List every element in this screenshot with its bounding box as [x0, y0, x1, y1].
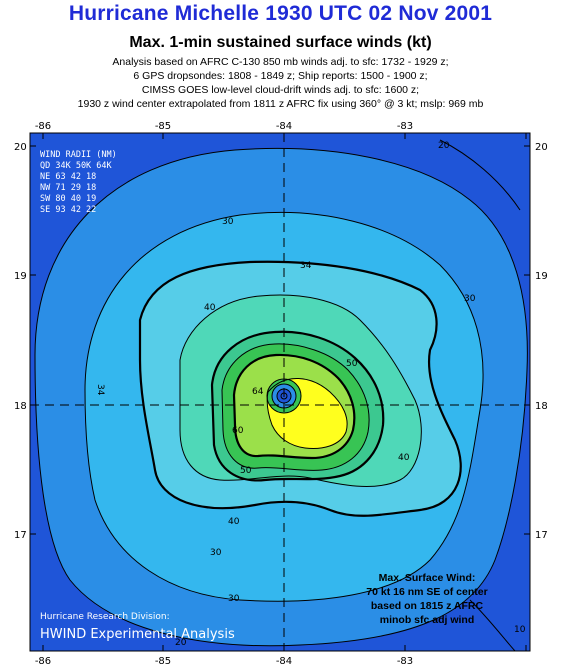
contour-label: 40 [228, 517, 240, 527]
map-subtitle: Max. 1-min sustained surface winds (kt) [129, 34, 432, 51]
lon-tick-label: -86 [35, 656, 51, 667]
graticule [30, 133, 530, 651]
lon-tick-label: -86 [35, 121, 51, 132]
contour-30 [84, 212, 484, 602]
contour-label: 20 [438, 141, 450, 151]
wind-radii-table: WIND RADII (NM) QD 34K 50K 64K NE 63 42 … [40, 150, 117, 215]
contour-64 [232, 353, 356, 460]
contour-label: 30 [464, 294, 476, 304]
contour-40 [179, 294, 422, 487]
lon-labels-top: -86 -85 -84 -83 [35, 121, 413, 132]
lat-tick-label: 19 [535, 271, 548, 282]
max-wind-note: Max. Surface Wind: 70 kt 16 nm SE of cen… [366, 572, 487, 626]
contour-label: 50 [240, 466, 252, 476]
contour-label: 60 [232, 426, 244, 436]
wind-radii-row-ne: NE 63 42 18 [40, 172, 96, 182]
contour-50 [210, 330, 385, 482]
lat-tick-label: 17 [14, 530, 27, 541]
wind-field: WIND RADII (NM) QD 34K 50K 64K NE 63 42 … [30, 133, 530, 651]
hrd-credit-label: Hurricane Research Division: [40, 612, 170, 622]
lon-tick-label: -85 [155, 121, 171, 132]
lon-tick-label: -84 [276, 121, 292, 132]
contour-label: 50 [346, 359, 358, 369]
contour-34 [138, 260, 462, 517]
hwind-credit: Hurricane Research Division: HWIND Exper… [40, 612, 235, 642]
hwind-product-label: HWIND Experimental Analysis [40, 627, 235, 642]
map-title: Hurricane Michelle 1930 UTC 02 Nov 2001 [68, 2, 493, 25]
lon-labels-bottom: -86 -85 -84 -83 [35, 656, 413, 667]
contour-10-corner [469, 599, 516, 651]
contour-20-corner [439, 139, 521, 211]
max-wind-line-1: Max. Surface Wind: [379, 572, 476, 584]
lat-tick-label: 20 [14, 142, 27, 153]
max-wind-line-3: based on 1815 z AFRC [371, 600, 484, 612]
wind-radii-title: WIND RADII (NM) [40, 150, 117, 160]
info-line-2: 6 GPS dropsondes: 1808 - 1849 z; Ship re… [133, 70, 428, 82]
wind-radii-header: QD 34K 50K 64K [40, 161, 113, 171]
info-line-1: Analysis based on AFRC C-130 850 mb wind… [112, 56, 449, 68]
lat-tick-label: 20 [535, 142, 548, 153]
map-frame [29, 132, 531, 652]
wind-radii-row-sw: SW 80 40 19 [40, 194, 96, 204]
contour-label: 30 [228, 594, 240, 604]
wind-radii-row-nw: NW 71 29 18 [40, 183, 96, 193]
lon-tick-label: -83 [397, 656, 413, 667]
lat-labels-right: 20 19 18 17 [535, 142, 548, 541]
contour-label: 34 [300, 261, 312, 271]
wind-radii-row-se: SE 93 42 22 [40, 205, 96, 215]
contour-label: 20 [175, 638, 187, 648]
contour-label: 30 [210, 548, 222, 558]
lon-tick-label: -83 [397, 121, 413, 132]
contour-label: 34 [95, 384, 105, 396]
lat-tick-label: 19 [14, 271, 27, 282]
lat-labels-left: 20 19 18 17 [14, 142, 27, 541]
lat-tick-label: 18 [14, 401, 27, 412]
contour-value-labels: 20 30 30 30 34 40 40 40 50 50 60 64 34 3… [95, 141, 526, 648]
lon-tick-label: -84 [276, 656, 292, 667]
contour-label: 10 [514, 625, 526, 635]
contour-20 [34, 147, 528, 647]
info-line-3: CIMSS GOES low-level cloud-drift winds a… [141, 84, 420, 96]
contour-label: 40 [204, 303, 216, 313]
max-wind-line-4: minob sfc adj wind [380, 614, 475, 626]
lon-tick-label: -85 [155, 656, 171, 667]
axis-ticks [30, 133, 530, 651]
max-wind-line-2: 70 kt 16 nm SE of center [366, 586, 487, 598]
info-line-4: 1930 z wind center extrapolated from 181… [77, 98, 484, 110]
contour-label: 40 [398, 453, 410, 463]
lat-tick-label: 18 [535, 401, 548, 412]
contour-60 [221, 343, 370, 471]
contour-label: 30 [222, 217, 234, 227]
lat-tick-label: 17 [535, 530, 548, 541]
contour-lines [34, 139, 528, 651]
contour-label: 64 [252, 387, 264, 397]
contour-70 [266, 378, 348, 449]
